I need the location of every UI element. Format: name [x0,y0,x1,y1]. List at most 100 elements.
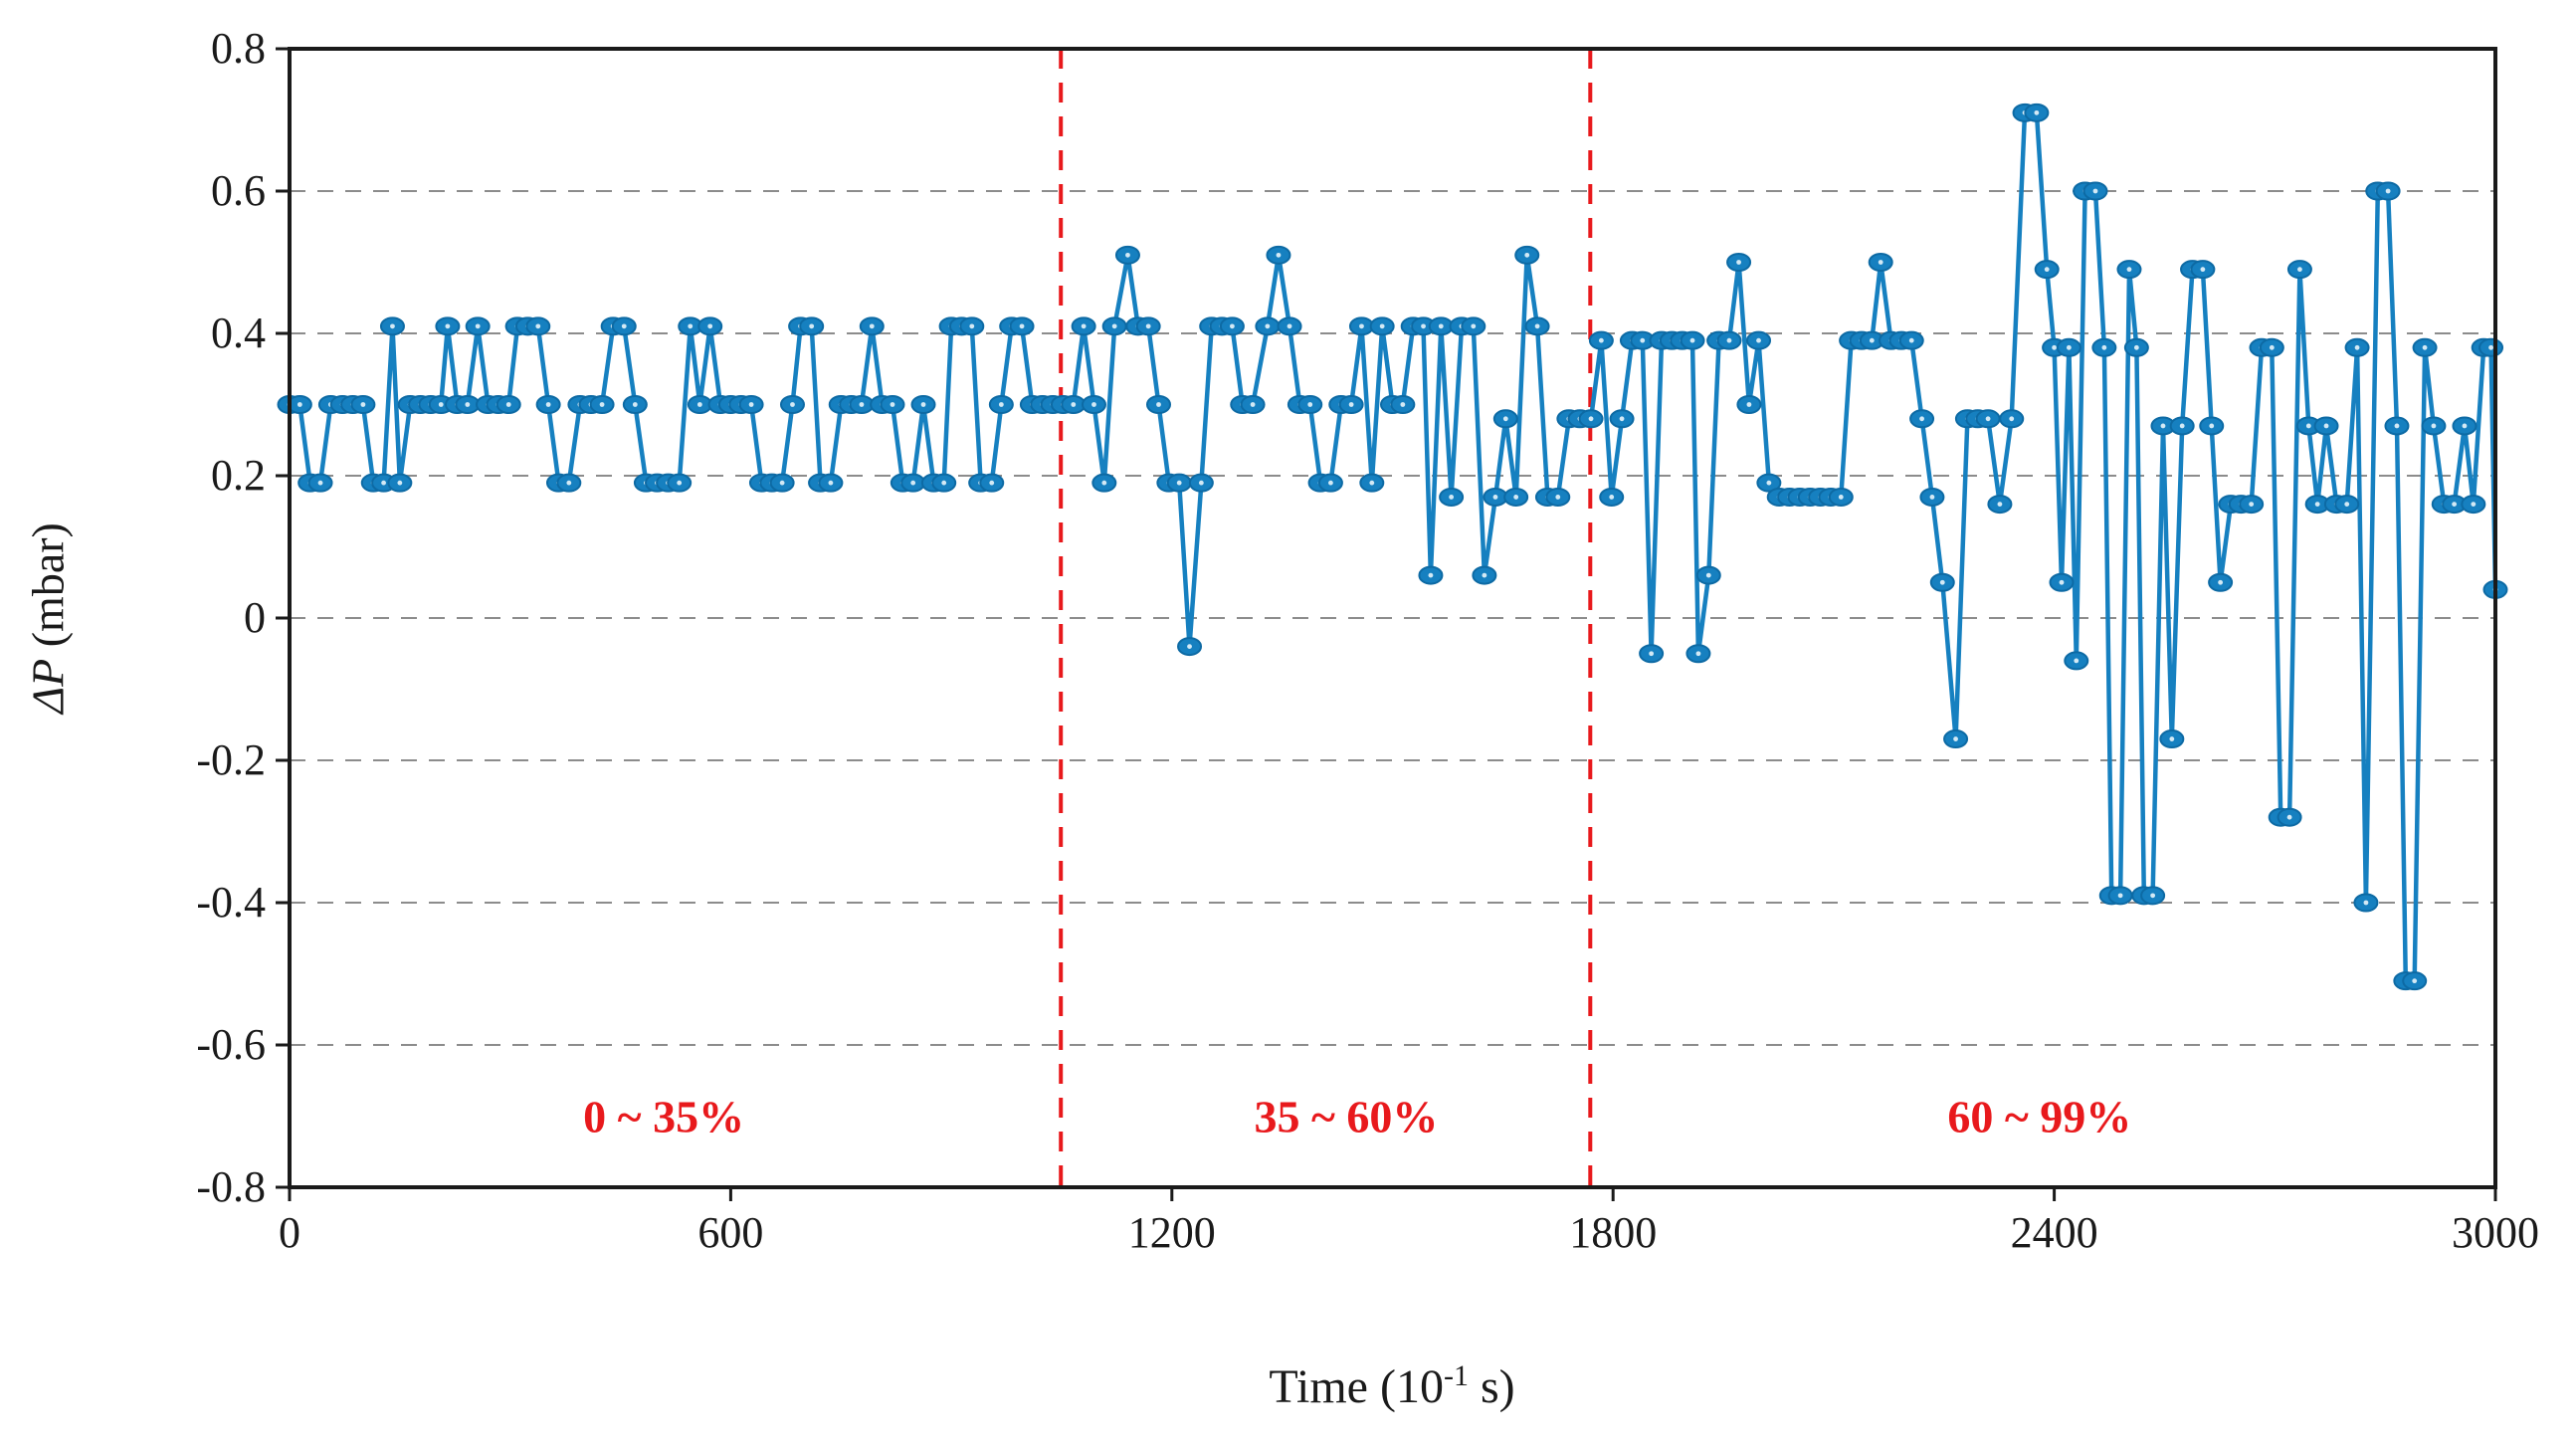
data-point-dot [2431,423,2437,429]
data-point-dot [1746,402,1752,407]
data-point-dot [2323,423,2329,429]
data-point-dot [2059,579,2065,585]
data-point-dot [1619,416,1625,422]
data-point-dot [707,323,713,329]
data-point-dot [2363,900,2369,906]
data-point-dot [1588,416,1594,422]
x-tick-label: 600 [697,1208,764,1257]
x-tick-label: 1800 [1569,1208,1658,1257]
data-point-dot [1939,579,1945,585]
data-point-dot [1756,337,1761,343]
data-point-dot [2462,423,2468,429]
data-point-dot [2074,658,2080,664]
data-point-dot [2422,344,2428,350]
data-point-dot [859,402,865,407]
y-tick-label: 0 [244,593,266,642]
data-point-dot [920,402,926,407]
data-point-dot [1513,495,1519,500]
data-point-dot [2354,344,2360,350]
data-point-dot [1156,402,1161,407]
data-point-dot [779,480,785,486]
data-point-dot [1071,402,1077,407]
data-point-dot [1492,495,1498,500]
data-point-dot [1379,323,1385,329]
data-point-dot [696,402,702,407]
data-point-dot [2150,893,2156,899]
data-point-dot [1111,323,1117,329]
data-point-dot [2101,344,2107,350]
data-point-dot [2314,502,2320,507]
data-point-dot [790,402,795,407]
data-point-dot [1502,416,1508,422]
data-point-dot [1250,402,1256,407]
data-point-dot [1276,252,1282,258]
data-point-dot [1766,480,1772,486]
data-point-dot [1598,337,1604,343]
data-point-dot [545,402,551,407]
data-point-dot [989,480,995,486]
data-point-dot [621,323,627,329]
data-point-dot [1471,323,1477,329]
data-point-dot [1019,323,1025,329]
data-point-dot [465,402,471,407]
data-point-dot [2179,423,2185,429]
data-point-dot [1482,572,1487,578]
data-point-dot [1997,502,2003,507]
data-point-dot [1369,480,1375,486]
x-axis-title: Time (10-1 s) [1269,1359,1514,1414]
data-point-dot [1649,651,1655,657]
data-point-dot [1400,402,1406,407]
data-point-dot [1287,323,1292,329]
data-point-dot [1125,252,1130,258]
data-point-dot [748,402,754,407]
data-point-dot [1101,480,1107,486]
data-point-dot [1919,416,1924,422]
data-point-dot [1985,416,1991,422]
x-axis-title-suffix: s) [1468,1360,1515,1413]
data-point-dot [2092,188,2098,194]
data-point-dot [677,480,683,486]
data-point-dot [390,323,395,329]
data-point-dot [566,480,572,486]
data-point-dot [1534,323,1540,329]
data-point-dot [1081,323,1087,329]
data-point-dot [869,323,875,329]
data-point-dot [1348,402,1354,407]
data-point-dot [1145,323,1151,329]
data-point-dot [2200,267,2206,273]
data-point-dot [317,480,323,486]
y-tick-label: -0.6 [196,1020,266,1069]
data-point-dot [2305,423,2311,429]
data-point-dot [438,402,444,407]
data-point-dot [1198,480,1204,486]
data-point-dot [2044,267,2050,273]
y-tick-label: 0.8 [211,24,266,73]
data-point-dot [1736,260,1741,265]
data-point-dot [2412,978,2418,984]
data-point-dot [397,480,403,486]
data-point-dot [2297,267,2302,273]
y-axis-title-symbol: ΔP [22,658,74,714]
data-point-dot [381,480,386,486]
data-point-dot [1953,736,1958,741]
data-point-dot [2218,579,2224,585]
data-point-dot [2249,502,2255,507]
data-point-dot [505,402,511,407]
x-axis-title-prefix: Time (10 [1269,1360,1444,1413]
data-point-dot [2385,188,2391,194]
data-point-dot [2269,344,2275,350]
data-point-dot [2009,416,2015,422]
data-point-dot [2286,814,2292,820]
data-point-dot [445,323,451,329]
x-tick-label: 0 [279,1208,300,1257]
region-label: 35 ~ 60% [1254,1091,1439,1141]
data-point-dot [1726,337,1732,343]
x-tick-label: 2400 [2010,1208,2098,1257]
data-point-dot [2452,502,2458,507]
data-point-dot [2133,344,2139,350]
data-point-dot [2034,109,2040,115]
data-point-dot [998,402,1004,407]
series-line [290,110,2498,983]
